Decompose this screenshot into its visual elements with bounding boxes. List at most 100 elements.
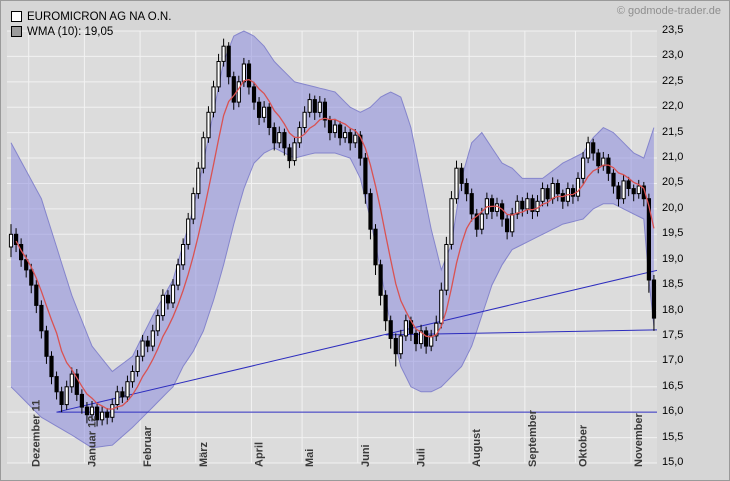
- candle: [262, 101, 267, 123]
- candle: [540, 182, 545, 207]
- candle-body: [236, 81, 241, 103]
- candle-body: [74, 373, 79, 395]
- price-chart-canvas: Dezember 11 Januar 12 Februar März April Mai J…: [7, 30, 657, 467]
- candle: [297, 121, 302, 148]
- candle-body: [398, 335, 403, 355]
- candle-body: [135, 355, 140, 372]
- candle-body: [89, 406, 95, 416]
- legend-item-instrument[interactable]: EUROMICRON AG NA O.N.: [11, 9, 171, 24]
- candle: [267, 103, 272, 136]
- candle: [332, 118, 338, 138]
- candle: [251, 81, 257, 110]
- candle: [34, 280, 39, 314]
- candle: [196, 162, 201, 199]
- candle-body: [591, 142, 596, 154]
- wma-label: WMA (10): 19,05: [27, 25, 114, 38]
- candle-body: [216, 61, 221, 88]
- candle: [135, 350, 140, 377]
- candle: [14, 228, 19, 253]
- candle-body: [464, 183, 469, 195]
- candle: [413, 328, 419, 352]
- candle: [292, 136, 297, 166]
- candle: [464, 178, 469, 202]
- candle-body: [257, 101, 262, 118]
- candle-body: [555, 183, 560, 195]
- candle: [343, 126, 348, 143]
- candle-body: [292, 142, 297, 162]
- legend-item-wma[interactable]: WMA (10): 19,05: [11, 24, 171, 39]
- candle-body: [651, 279, 657, 319]
- candle-body: [312, 99, 317, 113]
- candle-body: [155, 315, 160, 332]
- candle-body: [611, 172, 616, 187]
- x-axis-month-label: November: [633, 412, 645, 467]
- candle-body: [413, 332, 419, 345]
- x-axis-month-label: Juni: [360, 444, 372, 467]
- candle: [581, 151, 586, 184]
- candle: [69, 367, 74, 393]
- candle-body: [29, 269, 34, 286]
- candle-body: [14, 233, 19, 246]
- candle-body: [646, 198, 651, 281]
- candle: [89, 400, 95, 422]
- candle: [393, 333, 398, 367]
- candle-body: [479, 213, 484, 230]
- candle-body: [631, 188, 636, 195]
- candle: [611, 169, 616, 194]
- y-axis-tick-label: 19,5: [662, 227, 684, 240]
- candle-body: [277, 132, 282, 144]
- candle-body: [525, 198, 530, 210]
- candle-body: [494, 203, 500, 212]
- candle-body: [160, 294, 166, 317]
- candle: [170, 279, 176, 308]
- candle: [454, 160, 459, 204]
- candle: [469, 188, 474, 222]
- candle-body: [550, 183, 555, 200]
- candle-body: [95, 406, 100, 421]
- candle-body: [393, 338, 398, 355]
- candle: [221, 38, 226, 67]
- candle-body: [616, 185, 621, 200]
- candle-body: [64, 386, 69, 406]
- candle: [368, 188, 373, 240]
- trendline: [56, 269, 657, 413]
- y-axis-tick-label: 20,5: [662, 176, 684, 189]
- candle: [383, 290, 388, 331]
- candle: [120, 386, 125, 404]
- y-axis-tick-label: 19,0: [662, 252, 684, 265]
- candle-body: [358, 134, 363, 159]
- candle: [201, 131, 206, 174]
- candle-body: [378, 264, 383, 296]
- candle: [474, 208, 479, 237]
- candle: [160, 289, 166, 321]
- candle-body: [353, 134, 358, 144]
- candle: [74, 368, 79, 401]
- candle: [191, 187, 196, 225]
- volatility-band: [11, 31, 654, 448]
- candle-body: [560, 193, 565, 202]
- candle-body: [368, 193, 373, 230]
- candle-body: [586, 142, 591, 159]
- candle-body: [145, 340, 150, 347]
- candle: [429, 329, 434, 352]
- x-axis-month-label: April: [253, 442, 265, 467]
- candle-body: [267, 106, 272, 128]
- x-axis-month-label: März: [198, 441, 210, 467]
- candle-body: [282, 132, 287, 149]
- y-axis-tick-label: 18,5: [662, 278, 684, 291]
- candle-body: [272, 127, 277, 144]
- candle: [115, 385, 120, 410]
- instrument-swatch-icon: [11, 11, 22, 22]
- candle-body: [449, 198, 454, 245]
- candle-body: [196, 167, 201, 195]
- candle-body: [176, 264, 181, 286]
- candle: [424, 326, 429, 354]
- candle: [348, 128, 353, 151]
- candle-body: [287, 147, 292, 162]
- band-lower-edge: [10, 147, 655, 449]
- candle-body: [388, 320, 393, 340]
- candle: [651, 274, 657, 331]
- candle-body: [500, 203, 505, 220]
- candle: [636, 179, 641, 199]
- candle: [246, 59, 252, 95]
